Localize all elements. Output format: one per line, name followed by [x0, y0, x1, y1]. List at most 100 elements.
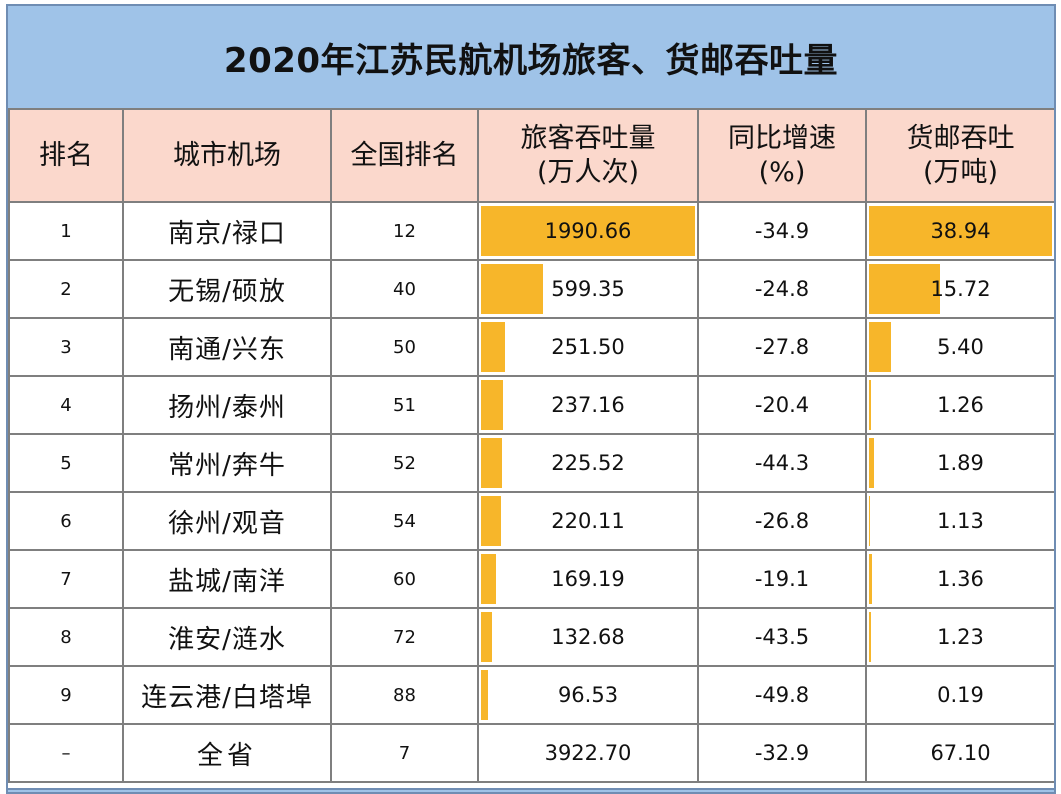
total-rank-cell: –	[8, 723, 124, 783]
rank-cell: 2	[8, 259, 124, 319]
table-row: 3 南通/兴东 50 251.50 -27.8 5.40	[8, 317, 1054, 377]
airport-cell: 连云港/白塔埠	[122, 665, 332, 725]
cargo-value: 5.40	[937, 335, 984, 359]
airport-cell: 南通/兴东	[122, 317, 332, 377]
passenger-cell: 132.68	[477, 607, 699, 667]
passenger-value: 251.50	[551, 335, 625, 359]
cargo-bar	[869, 206, 1052, 256]
cargo-cell: 1.13	[865, 491, 1054, 551]
growth-cell: -26.8	[697, 491, 867, 551]
cargo-cell: 38.94	[865, 201, 1054, 261]
table-row: 8 淮安/涟水 72 132.68 -43.5 1.23	[8, 607, 1054, 667]
passenger-value: 225.52	[551, 451, 625, 475]
title-bar: 2020年江苏民航机场旅客、货邮吞吐量	[8, 6, 1054, 110]
growth-cell: -27.8	[697, 317, 867, 377]
passenger-value: 132.68	[551, 625, 625, 649]
growth-cell: -24.8	[697, 259, 867, 319]
cargo-cell: 5.40	[865, 317, 1054, 377]
cargo-bar	[869, 554, 872, 604]
growth-cell: -20.4	[697, 375, 867, 435]
rank-cell: 6	[8, 491, 124, 551]
airport-cell: 徐州/观音	[122, 491, 332, 551]
total-cargo-cell: 67.10	[865, 723, 1054, 783]
rank-cell: 9	[8, 665, 124, 725]
header-passenger: 旅客吞吐量 (万人次)	[477, 108, 699, 203]
table-row: 1 南京/禄口 12 1990.66 -34.9 38.94	[8, 201, 1054, 261]
header-rank: 排名	[8, 108, 124, 203]
rank-cell: 4	[8, 375, 124, 435]
table-title: 2020年江苏民航机场旅客、货邮吞吐量	[223, 40, 839, 81]
header-growth-title: 同比增速	[728, 122, 836, 154]
passenger-bar	[481, 380, 503, 430]
airport-cell: 常州/奔牛	[122, 433, 332, 493]
cargo-value: 1.36	[937, 567, 984, 591]
total-label-cell: 全省	[122, 723, 332, 783]
passenger-bar	[481, 264, 543, 314]
passenger-cell: 237.16	[477, 375, 699, 435]
cargo-value: 1.89	[937, 451, 984, 475]
passenger-value: 220.11	[551, 509, 625, 533]
header-national-rank: 全国排名	[330, 108, 479, 203]
cargo-value: 38.94	[930, 219, 991, 243]
header-airport: 城市机场	[122, 108, 332, 203]
cargo-value: 15.72	[930, 277, 991, 301]
passenger-bar	[481, 612, 492, 662]
national-rank-cell: 40	[330, 259, 479, 319]
total-passenger-cell: 3922.70	[477, 723, 699, 783]
growth-cell: -49.8	[697, 665, 867, 725]
passenger-bar	[481, 496, 502, 546]
passenger-value: 237.16	[551, 393, 625, 417]
passenger-cell: 599.35	[477, 259, 699, 319]
cargo-cell: 15.72	[865, 259, 1054, 319]
national-rank-cell: 51	[330, 375, 479, 435]
passenger-cell: 251.50	[477, 317, 699, 377]
national-rank-cell: 12	[330, 201, 479, 261]
passenger-cell: 1990.66	[477, 201, 699, 261]
cargo-value: 0.19	[937, 683, 984, 707]
header-growth-unit: (%)	[758, 156, 806, 188]
total-row: – 全省 7 3922.70 -32.9 67.10	[8, 723, 1054, 783]
national-rank-cell: 52	[330, 433, 479, 493]
passenger-bar	[481, 438, 502, 488]
airport-cell: 南京/禄口	[122, 201, 332, 261]
passenger-bar	[481, 206, 695, 256]
cargo-cell: 1.36	[865, 549, 1054, 609]
cargo-bar	[869, 496, 871, 546]
table-row: 5 常州/奔牛 52 225.52 -44.3 1.89	[8, 433, 1054, 493]
passenger-value: 1990.66	[544, 219, 632, 243]
passenger-cell: 169.19	[477, 549, 699, 609]
table-frame: 2020年江苏民航机场旅客、货邮吞吐量 排名 城市机场 全国排名 旅客吞吐量 (…	[6, 4, 1056, 794]
total-national-rank-cell: 7	[330, 723, 479, 783]
passenger-bar	[481, 322, 505, 372]
footer-bar	[8, 788, 1054, 792]
growth-cell: -44.3	[697, 433, 867, 493]
national-rank-cell: 54	[330, 491, 479, 551]
growth-cell: -43.5	[697, 607, 867, 667]
cargo-value: 1.13	[937, 509, 984, 533]
airport-table: 排名 城市机场 全国排名 旅客吞吐量 (万人次) 同比增速 (%) 货邮吞吐 (…	[8, 108, 1054, 783]
rank-cell: 1	[8, 201, 124, 261]
cargo-bar	[869, 380, 872, 430]
table-row: 4 扬州/泰州 51 237.16 -20.4 1.26	[8, 375, 1054, 435]
cargo-bar	[869, 264, 941, 314]
header-row: 排名 城市机场 全国排名 旅客吞吐量 (万人次) 同比增速 (%) 货邮吞吐 (…	[8, 108, 1054, 203]
cargo-bar	[869, 322, 891, 372]
cargo-bar	[869, 612, 871, 662]
airport-cell: 无锡/硕放	[122, 259, 332, 319]
passenger-value: 169.19	[551, 567, 625, 591]
passenger-bar	[481, 670, 488, 720]
cargo-value: 1.23	[937, 625, 984, 649]
growth-cell: -19.1	[697, 549, 867, 609]
table-row: 6 徐州/观音 54 220.11 -26.8 1.13	[8, 491, 1054, 551]
rank-cell: 7	[8, 549, 124, 609]
passenger-value: 599.35	[551, 277, 625, 301]
cargo-cell: 1.23	[865, 607, 1054, 667]
cargo-cell: 1.26	[865, 375, 1054, 435]
cargo-cell: 0.19	[865, 665, 1054, 725]
rank-cell: 8	[8, 607, 124, 667]
table-row: 7 盐城/南洋 60 169.19 -19.1 1.36	[8, 549, 1054, 609]
passenger-value: 96.53	[557, 683, 619, 707]
total-growth-cell: -32.9	[697, 723, 867, 783]
header-cargo-unit: (万吨)	[922, 156, 999, 188]
airport-cell: 扬州/泰州	[122, 375, 332, 435]
